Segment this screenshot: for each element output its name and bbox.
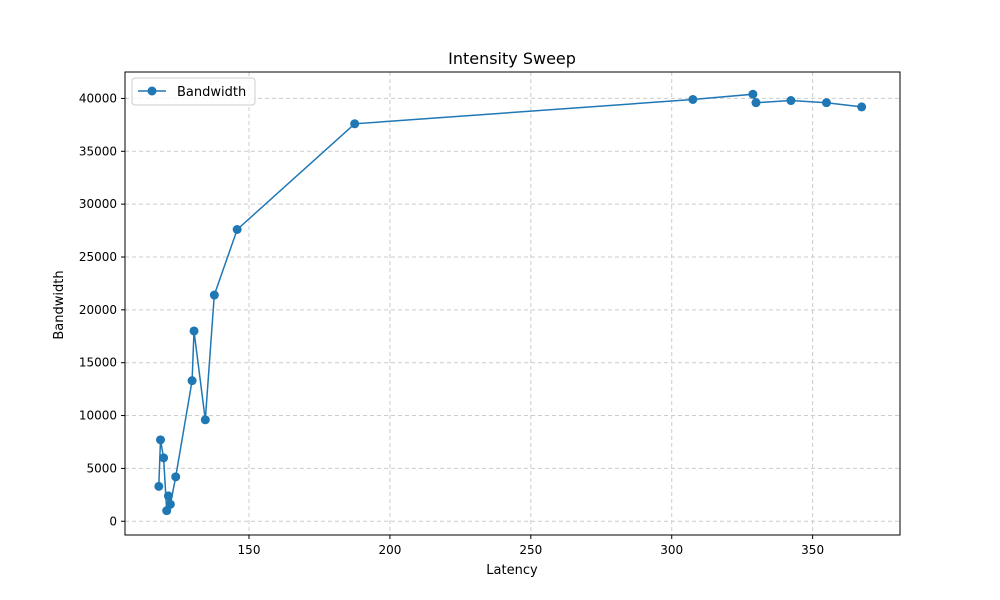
legend-label: Bandwidth: [177, 85, 246, 100]
data-point: [187, 376, 197, 386]
y-tick-label: 25000: [79, 250, 117, 264]
y-tick-label: 0: [109, 514, 117, 528]
x-tick-label: 250: [519, 543, 542, 557]
x-tick-label: 300: [660, 543, 683, 557]
y-axis-title: Bandwidth: [52, 270, 67, 339]
ticks: 150 200 250 300 350 0 5000 10000 15000 20000 25000…: [79, 91, 824, 557]
data-point: [163, 491, 173, 501]
y-tick-label: 20000: [79, 303, 117, 317]
data-point: [748, 89, 758, 99]
data-point: [156, 435, 166, 445]
y-tick-label: 30000: [79, 197, 117, 211]
chart-title: Intensity Sweep: [448, 49, 576, 68]
x-tick-label: 350: [801, 543, 824, 557]
data-point: [154, 481, 164, 491]
data-point: [159, 453, 169, 463]
plot-frame: [124, 71, 901, 536]
data-point: [350, 119, 360, 129]
y-tick-label: 10000: [79, 409, 117, 423]
data-point: [189, 326, 199, 336]
data-point: [821, 98, 831, 108]
x-tick-label: 200: [378, 543, 401, 557]
y-tick-label: 40000: [79, 91, 117, 105]
data-point: [857, 102, 867, 112]
y-tick-label: 5000: [86, 461, 117, 475]
data-point: [232, 225, 242, 235]
x-tick-label: 150: [238, 543, 261, 557]
grid: [125, 72, 900, 535]
x-axis-title: Latency: [486, 563, 538, 578]
legend-frame: [131, 77, 256, 106]
series: [154, 89, 867, 516]
data-point: [165, 499, 175, 509]
data-point: [171, 472, 181, 482]
data-point: [786, 96, 796, 106]
y-tick-label: 15000: [79, 356, 117, 370]
data-point: [751, 98, 761, 108]
axes: [124, 71, 901, 536]
legend-marker: [147, 86, 157, 96]
data-point: [209, 290, 219, 300]
data-point: [200, 415, 210, 425]
data-point: [688, 94, 698, 104]
legend: Bandwidth: [131, 77, 256, 106]
y-tick-label: 35000: [79, 144, 117, 158]
